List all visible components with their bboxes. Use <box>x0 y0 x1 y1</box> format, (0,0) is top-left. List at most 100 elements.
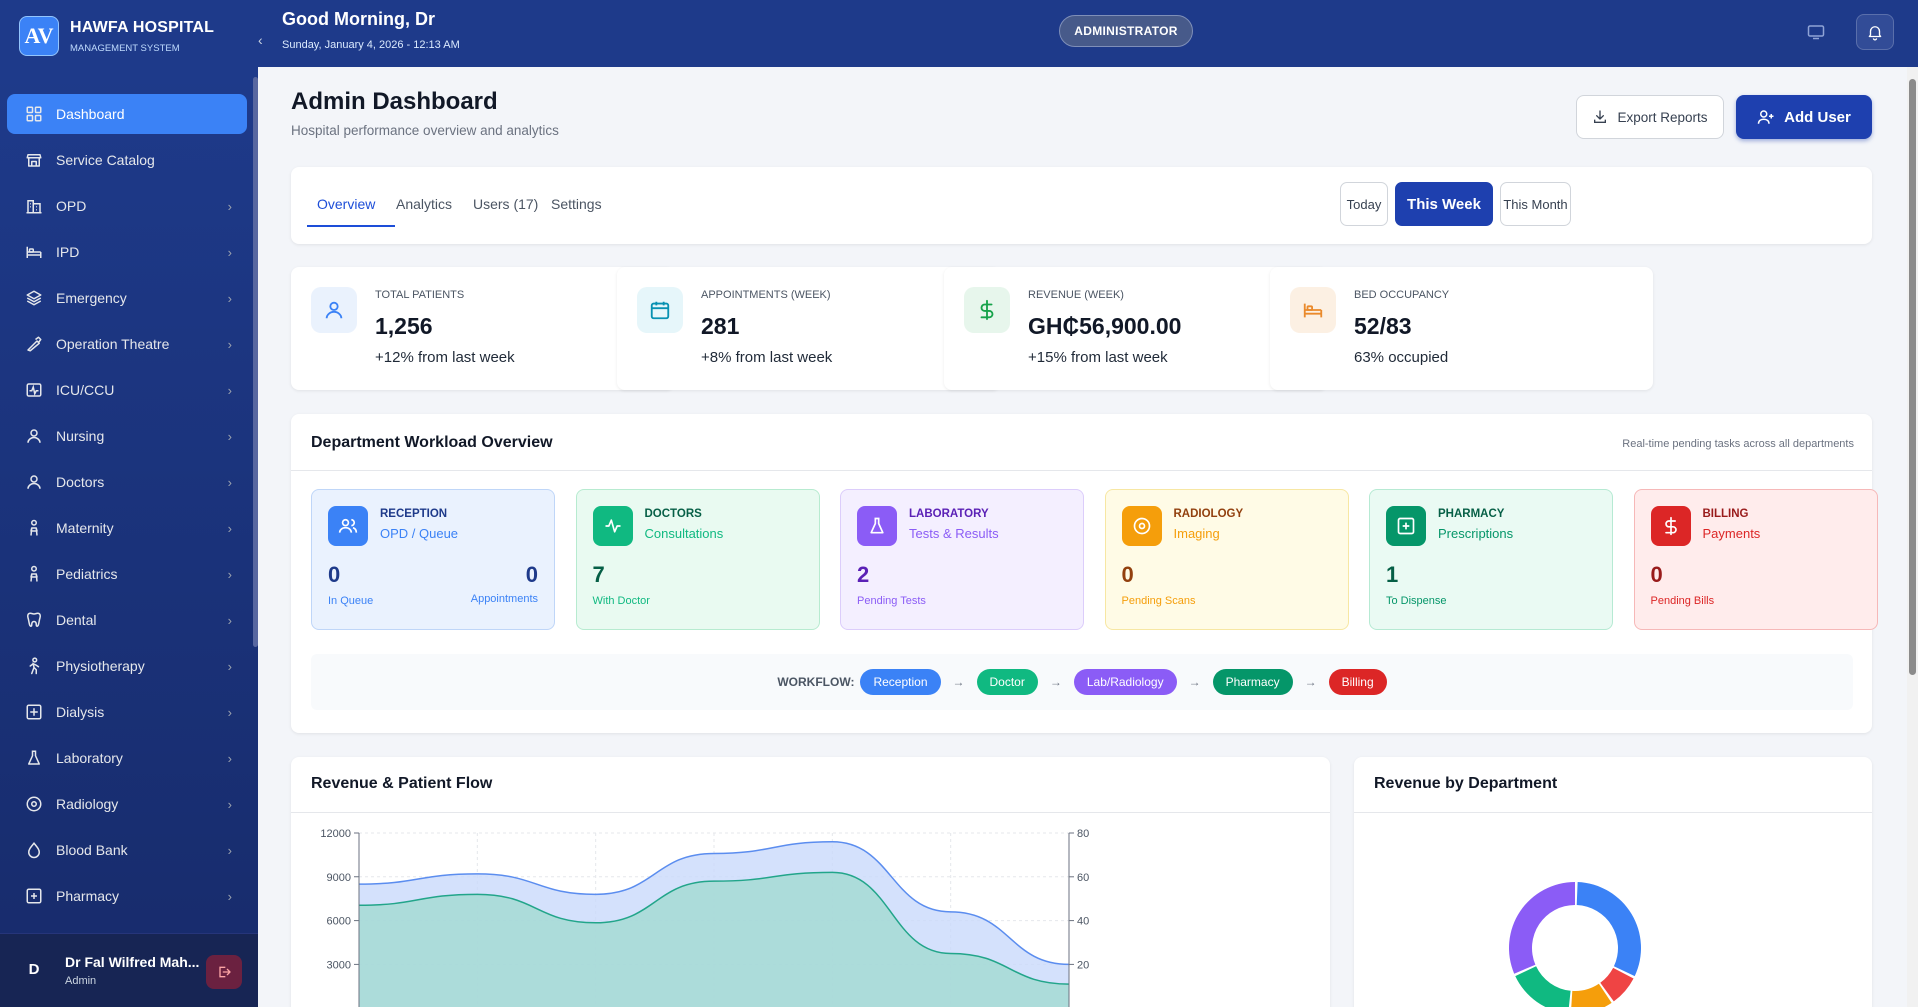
sidebar-scrollbar[interactable] <box>253 77 258 647</box>
department-name: BILLING <box>1702 508 1749 520</box>
export-reports-button[interactable]: Export Reports <box>1576 95 1724 139</box>
series-line-1 <box>358 841 1070 966</box>
sidebar: Dashboard Service Catalog OPD › IPD › Emergenc… <box>0 67 258 1007</box>
brand[interactable]: AV HAWFA HOSPITAL MANAGEMENT SYSTEM <box>19 16 214 56</box>
department-name: RECEPTION <box>380 508 448 520</box>
sidebar-item-dialysis[interactable]: Dialysis › <box>7 689 247 735</box>
tab-analytics[interactable]: Analytics <box>396 196 453 212</box>
sidebar-item-label: Operation Theatre <box>56 336 170 352</box>
donut-slice[interactable] <box>1515 966 1571 1007</box>
department-card-pharmacy[interactable]: PHARMACY Prescriptions 1 To Dispense <box>1369 489 1613 630</box>
department-card-reception[interactable]: RECEPTION OPD / Queue 0 In Queue 0 Appointmen… <box>311 489 555 630</box>
department-name: PHARMACY <box>1438 508 1505 520</box>
sidebar-item-icu-ccu[interactable]: ICU/CCU › <box>7 367 247 413</box>
tab-overview[interactable]: Overview <box>317 196 376 212</box>
tabs-card: Overview Analytics Users (17) Settings T… <box>291 167 1872 244</box>
chevron-right-icon: › <box>227 290 232 306</box>
department-card-laboratory[interactable]: LABORATORY Tests & Results 2 Pending Tests <box>840 489 1084 630</box>
department-count-label: Pending Scans <box>1121 595 1196 607</box>
stat-label: BED OCCUPANCY <box>1354 289 1450 301</box>
tab-settings[interactable]: Settings <box>551 196 602 212</box>
workload-note: Real-time pending tasks across all depar… <box>1622 438 1854 450</box>
add-user-button[interactable]: Add User <box>1736 95 1872 139</box>
sidebar-item-label: Blood Bank <box>56 842 128 858</box>
stat-note: +15% from last week <box>1028 349 1168 366</box>
sidebar-item-label: IPD <box>56 244 80 260</box>
sidebar-item-nursing[interactable]: Nursing › <box>7 413 247 459</box>
sidebar-item-pediatrics[interactable]: Pediatrics › <box>7 551 247 597</box>
sidebar-item-label: Service Catalog <box>56 152 155 168</box>
download-icon <box>1594 110 1607 123</box>
stat-label: REVENUE (WEEK) <box>1028 289 1124 301</box>
range-today-button[interactable]: Today <box>1340 182 1388 226</box>
series-line-2 <box>358 871 1070 985</box>
sidebar-item-physiotherapy[interactable]: Physiotherapy › <box>7 643 247 689</box>
chevron-right-icon: › <box>227 612 232 628</box>
donut-slice[interactable] <box>1576 882 1641 977</box>
chevron-right-icon: › <box>227 520 232 536</box>
page-scrollbar[interactable] <box>1907 67 1918 1007</box>
monitor-icon[interactable] <box>1797 14 1835 50</box>
sidebar-item-ipd[interactable]: IPD › <box>7 229 247 275</box>
sidebar-nav: Dashboard Service Catalog OPD › IPD › Emergenc… <box>7 94 247 965</box>
stat-card: TOTAL PATIENTS 1,256 +12% from last week <box>291 267 674 390</box>
sidebar-item-dashboard[interactable]: Dashboard <box>7 94 247 134</box>
department-count-label: In Queue <box>328 595 374 607</box>
stat-value: GH₵56,900.00 <box>1028 313 1182 339</box>
divider <box>291 812 1330 813</box>
tab-users[interactable]: Users (17) <box>473 196 539 212</box>
flask-icon <box>857 506 897 546</box>
dialysis-icon <box>24 702 44 722</box>
divider <box>1354 812 1872 813</box>
sidebar-item-blood-bank[interactable]: Blood Bank › <box>7 827 247 873</box>
department-subtitle: Imaging <box>1173 526 1220 541</box>
donut-slice[interactable] <box>1509 882 1575 974</box>
sidebar-item-emergency[interactable]: Emergency › <box>7 275 247 321</box>
donut-slice[interactable] <box>1571 983 1612 1007</box>
dollar-icon <box>1650 506 1691 546</box>
droplet-icon <box>24 840 44 860</box>
brand-name: HAWFA HOSPITAL <box>70 18 215 36</box>
department-count: 0 <box>1650 562 1663 587</box>
logout-button[interactable] <box>206 955 242 989</box>
chevron-right-icon: › <box>227 566 232 582</box>
department-count-label: Pending Tests <box>857 595 926 607</box>
radiology-icon <box>24 794 44 814</box>
range-this-month-button[interactable]: This Month <box>1500 182 1571 226</box>
monitor-pulse-icon <box>24 380 44 400</box>
department-card-doctors[interactable]: DOCTORS Consultations 7 With Doctor <box>575 489 820 630</box>
y-left-tick-label: 12000 <box>320 828 351 840</box>
chevron-right-icon: › <box>227 658 232 674</box>
donut-slice[interactable] <box>1600 967 1634 1002</box>
layers-icon <box>24 288 44 308</box>
workflow-bar: WORKFLOW: Reception → Doctor → Lab/Radiology… <box>311 654 1853 710</box>
sidebar-item-radiology[interactable]: Radiology › <box>7 781 247 827</box>
page-scrollbar-thumb[interactable] <box>1909 79 1916 675</box>
department-subtitle: Tests & Results <box>909 526 999 541</box>
department-name: LABORATORY <box>909 508 989 520</box>
sidebar-item-doctors[interactable]: Doctors › <box>7 459 247 505</box>
sidebar-item-dental[interactable]: Dental › <box>7 597 247 643</box>
user-plus-icon <box>1757 110 1774 124</box>
sidebar-item-opd[interactable]: OPD › <box>7 183 247 229</box>
sidebar-item-label: ICU/CCU <box>56 382 115 398</box>
sidebar-item-maternity[interactable]: Maternity › <box>7 505 247 551</box>
chevron-right-icon: › <box>227 796 232 812</box>
page-title: Admin Dashboard <box>291 88 498 115</box>
range-this-week-button[interactable]: This Week <box>1395 182 1493 226</box>
top-header: AV HAWFA HOSPITAL MANAGEMENT SYSTEM ‹ Go… <box>0 0 1918 67</box>
stat-card: APPOINTMENTS (WEEK) 281 +8% from last week <box>617 267 1000 390</box>
sidebar-item-service-catalog[interactable]: Service Catalog <box>7 137 247 183</box>
sidebar-item-pharmacy[interactable]: Pharmacy › <box>7 873 247 919</box>
arrow-right-icon: → <box>1304 675 1317 689</box>
workload-title: Department Workload Overview <box>311 434 553 451</box>
collapse-sidebar-icon[interactable]: ‹ <box>258 32 263 48</box>
workflow-label: WORKFLOW: <box>777 675 855 689</box>
user-icon <box>24 472 44 492</box>
department-card-billing[interactable]: BILLING Payments 0 Pending Bills <box>1633 489 1878 630</box>
sidebar-item-operation-theatre[interactable]: Operation Theatre › <box>7 321 247 367</box>
notifications-bell-icon[interactable] <box>1856 14 1894 50</box>
sidebar-item-laboratory[interactable]: Laboratory › <box>7 735 247 781</box>
chevron-right-icon: › <box>227 244 232 260</box>
department-card-radiology[interactable]: RADIOLOGY Imaging 0 Pending Scans <box>1104 489 1349 630</box>
